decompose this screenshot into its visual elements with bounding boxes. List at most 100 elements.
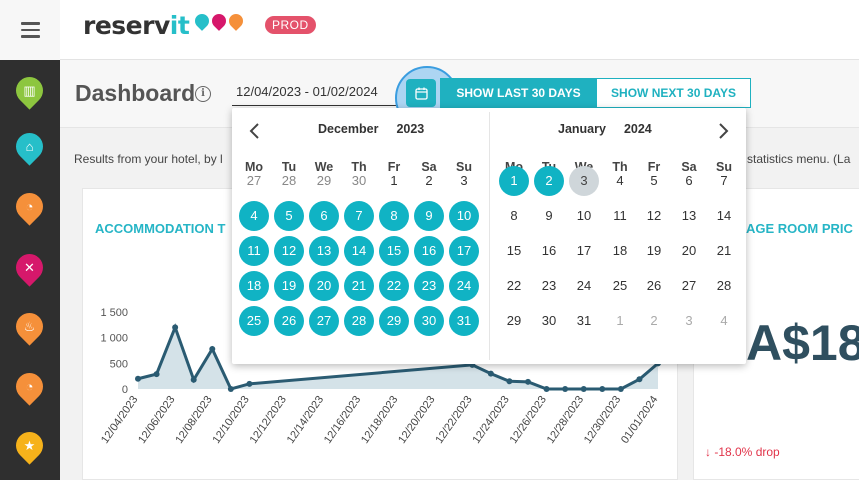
right-day-cell[interactable]: 20 <box>681 243 697 258</box>
menu-hamburger-icon[interactable] <box>0 0 60 60</box>
right-day-cell[interactable]: 23 <box>541 278 557 293</box>
right-day-cell[interactable]: 2 <box>534 166 564 196</box>
left-day-cell[interactable]: 13 <box>309 236 339 266</box>
data-point[interactable] <box>636 376 643 383</box>
right-day-cell[interactable]: 3 <box>569 166 599 196</box>
left-day-cell[interactable]: 19 <box>274 271 304 301</box>
right-day-cell[interactable]: 17 <box>576 243 592 258</box>
reservit-logo[interactable]: reservit <box>83 11 190 40</box>
right-day-cell[interactable]: 3 <box>685 313 693 328</box>
data-point[interactable] <box>525 378 531 385</box>
left-day-cell[interactable]: 14 <box>344 236 374 266</box>
show-next-30-days-button[interactable]: SHOW NEXT 30 DAYS <box>596 78 751 108</box>
left-day-cell[interactable]: 7 <box>344 201 374 231</box>
right-day-cell[interactable]: 24 <box>576 278 592 293</box>
left-day-cell[interactable]: 10 <box>449 201 479 231</box>
data-point[interactable] <box>487 370 494 377</box>
right-day-cell[interactable]: 10 <box>576 208 592 223</box>
data-point[interactable] <box>135 375 141 382</box>
right-day-cell[interactable]: 15 <box>506 243 522 258</box>
left-day-cell[interactable]: 15 <box>379 236 409 266</box>
right-day-cell[interactable]: 18 <box>612 243 628 258</box>
data-point[interactable] <box>506 378 513 385</box>
left-day-cell[interactable]: 29 <box>379 306 409 336</box>
right-day-cell[interactable]: 13 <box>681 208 697 223</box>
left-day-cell[interactable]: 26 <box>274 306 304 336</box>
left-day-cell[interactable]: 21 <box>344 271 374 301</box>
left-day-cell[interactable]: 28 <box>281 173 297 188</box>
right-day-cell[interactable]: 11 <box>613 208 627 223</box>
show-last-30-days-button[interactable]: SHOW LAST 30 DAYS <box>440 78 597 108</box>
left-day-cell[interactable]: 30 <box>414 306 444 336</box>
right-day-cell[interactable]: 29 <box>506 313 522 328</box>
left-day-cell[interactable]: 16 <box>414 236 444 266</box>
right-day-cell[interactable]: 21 <box>716 243 732 258</box>
data-point[interactable] <box>617 386 624 392</box>
right-day-cell[interactable]: 27 <box>681 278 697 293</box>
left-day-cell[interactable]: 25 <box>239 306 269 336</box>
left-day-cell[interactable]: 30 <box>351 173 367 188</box>
left-day-cell[interactable]: 27 <box>246 173 262 188</box>
data-point[interactable] <box>209 345 216 352</box>
left-day-cell[interactable]: 24 <box>449 271 479 301</box>
right-day-cell[interactable]: 16 <box>541 243 557 258</box>
x-tick-label: 12/04/2023 <box>99 394 140 446</box>
right-day-cell[interactable]: 1 <box>616 313 624 328</box>
left-day-cell[interactable]: 4 <box>239 201 269 231</box>
right-day-cell[interactable]: 30 <box>541 313 557 328</box>
avg-room-price-drop: ↓ -18.0% drop <box>705 445 780 459</box>
left-day-cell[interactable]: 9 <box>414 201 444 231</box>
data-point[interactable] <box>562 386 569 392</box>
right-day-cell[interactable]: 19 <box>646 243 662 258</box>
x-tick-label: 12/10/2023 <box>210 394 251 446</box>
info-icon[interactable]: i <box>195 86 211 102</box>
right-day-cell[interactable]: 31 <box>576 313 592 328</box>
data-point[interactable] <box>227 386 234 392</box>
right-day-cell[interactable]: 22 <box>506 278 522 293</box>
left-day-cell[interactable]: 8 <box>379 201 409 231</box>
left-day-cell[interactable]: 23 <box>414 271 444 301</box>
right-day-cell[interactable]: 1 <box>499 166 529 196</box>
left-day-cell[interactable]: 31 <box>449 306 479 336</box>
data-point[interactable] <box>599 386 606 392</box>
left-day-cell[interactable]: 5 <box>274 201 304 231</box>
prev-month-arrow-icon[interactable] <box>248 122 262 140</box>
data-point[interactable] <box>172 324 179 331</box>
left-day-cell[interactable]: 28 <box>344 306 374 336</box>
right-weekday-header: Th <box>612 160 628 174</box>
right-month-title: January 2024 <box>558 122 652 136</box>
right-day-cell[interactable]: 7 <box>720 173 728 188</box>
right-day-cell[interactable]: 6 <box>685 173 693 188</box>
left-day-cell[interactable]: 6 <box>309 201 339 231</box>
left-day-cell[interactable]: 1 <box>390 173 398 188</box>
left-day-cell[interactable]: 3 <box>460 173 468 188</box>
left-day-cell[interactable]: 18 <box>239 271 269 301</box>
left-day-cell[interactable]: 27 <box>309 306 339 336</box>
left-day-cell[interactable]: 20 <box>309 271 339 301</box>
left-day-cell[interactable]: 2 <box>425 173 433 188</box>
calendar-button[interactable] <box>406 79 436 107</box>
right-day-cell[interactable]: 4 <box>720 313 728 328</box>
data-point[interactable] <box>153 371 160 378</box>
data-point[interactable] <box>190 376 197 383</box>
right-day-cell[interactable]: 9 <box>545 208 553 223</box>
left-day-cell[interactable]: 29 <box>316 173 332 188</box>
right-day-cell[interactable]: 26 <box>646 278 662 293</box>
right-day-cell[interactable]: 28 <box>716 278 732 293</box>
right-day-cell[interactable]: 5 <box>650 173 658 188</box>
right-day-cell[interactable]: 4 <box>616 173 624 188</box>
left-day-cell[interactable]: 17 <box>449 236 479 266</box>
right-day-cell[interactable]: 8 <box>510 208 518 223</box>
right-day-cell[interactable]: 12 <box>646 208 662 223</box>
data-point[interactable] <box>246 380 253 387</box>
right-day-cell[interactable]: 2 <box>650 313 658 328</box>
left-day-cell[interactable]: 11 <box>239 236 269 266</box>
data-point[interactable] <box>543 386 550 392</box>
data-point[interactable] <box>580 386 587 392</box>
date-range-input[interactable] <box>232 78 398 106</box>
right-day-cell[interactable]: 14 <box>716 208 732 223</box>
right-day-cell[interactable]: 25 <box>612 278 628 293</box>
left-day-cell[interactable]: 12 <box>274 236 304 266</box>
left-day-cell[interactable]: 22 <box>379 271 409 301</box>
next-month-arrow-icon[interactable] <box>716 122 730 140</box>
